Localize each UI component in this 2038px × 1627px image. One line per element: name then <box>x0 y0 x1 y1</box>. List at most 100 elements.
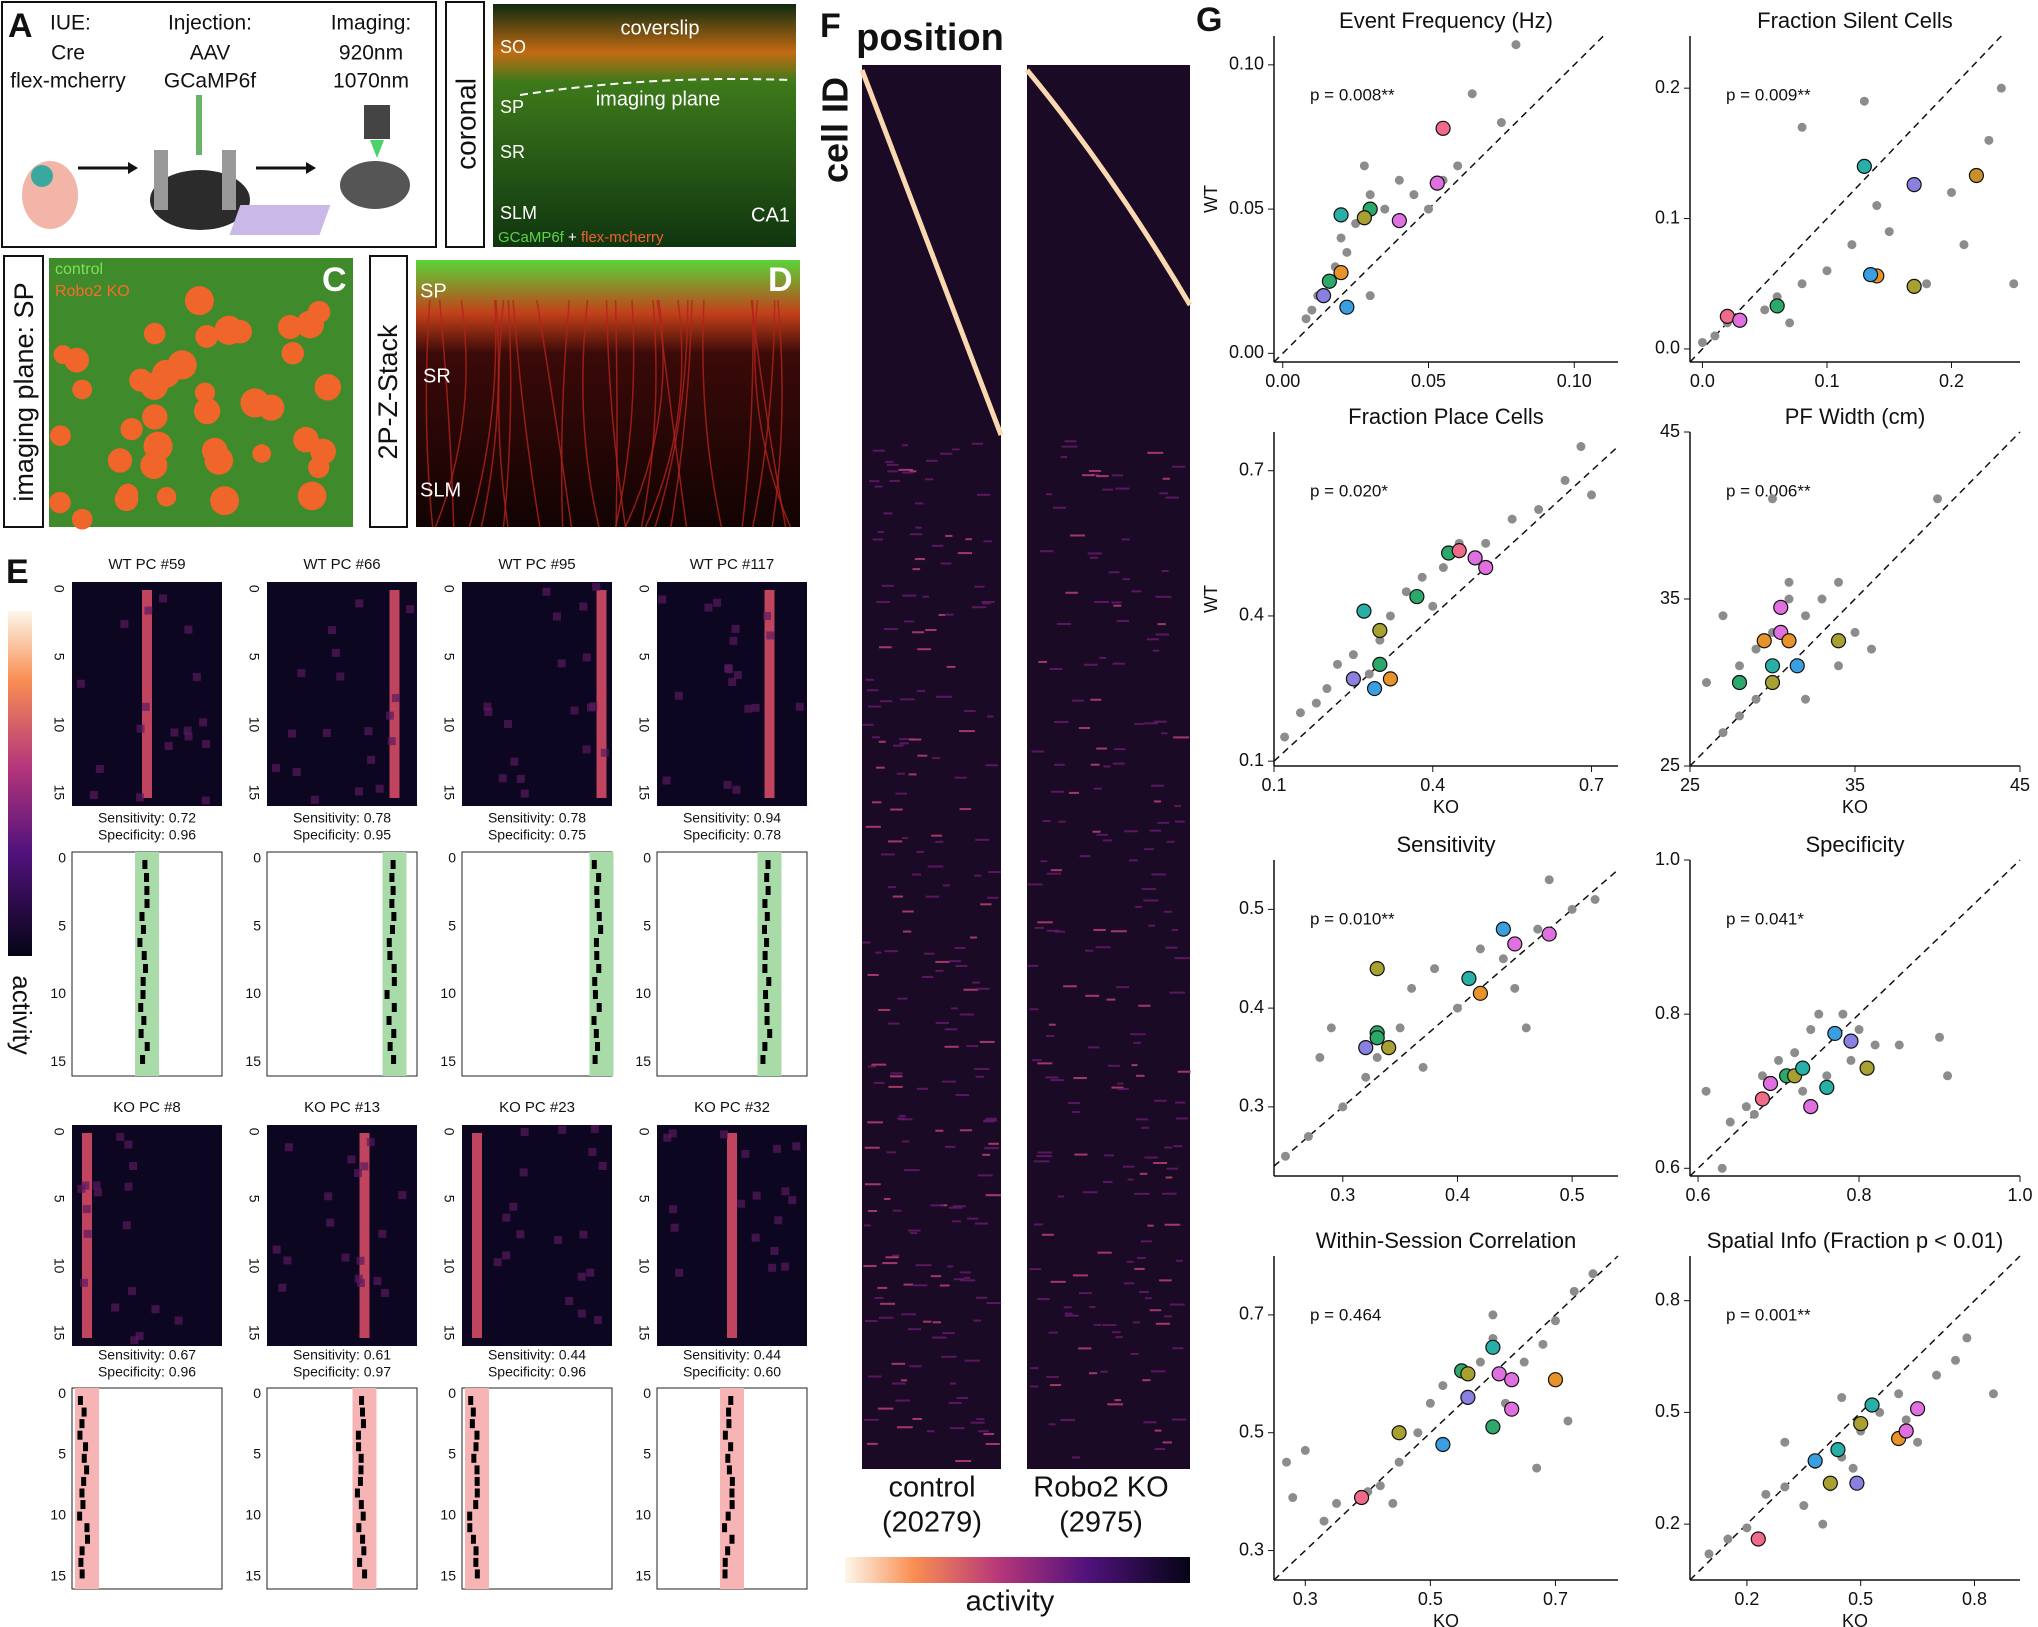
texture <box>1063 1306 1072 1309</box>
heatmap-texture <box>284 1143 293 1152</box>
texture <box>878 1008 891 1011</box>
spike <box>473 1442 479 1452</box>
texture <box>908 1229 921 1232</box>
heatmap-texture <box>271 764 280 773</box>
heatmap-texture <box>199 718 208 727</box>
cell-body <box>281 341 305 365</box>
highlighted-point <box>1732 312 1748 328</box>
point <box>1935 1032 1945 1042</box>
texture <box>1141 888 1156 891</box>
heatmap-texture <box>82 1205 91 1214</box>
point <box>1814 1009 1824 1019</box>
stain-legend: GCaMP6f + flex-mcherry <box>498 229 664 246</box>
y-tick-label: 0.7 <box>1239 459 1264 479</box>
texture <box>944 1145 956 1148</box>
point <box>1870 1040 1880 1050</box>
point <box>1322 684 1332 694</box>
highlighted-point <box>1372 656 1388 672</box>
spike <box>144 886 150 895</box>
raster-frame <box>266 1387 418 1590</box>
point <box>1806 1025 1816 1035</box>
texture <box>971 442 984 445</box>
texture <box>884 950 898 953</box>
identity-line <box>1273 445 1619 762</box>
texture <box>1041 1233 1054 1236</box>
highlighted-point <box>1435 1436 1451 1453</box>
heatmap-texture <box>724 665 733 674</box>
texture <box>1112 1331 1121 1334</box>
heatmap-texture <box>668 1129 677 1138</box>
sensitivity: Sensitivity: 0.72 <box>98 810 196 826</box>
chart-title: Specificity <box>1805 832 1904 857</box>
spike <box>356 1442 362 1452</box>
highlighted-point <box>1467 550 1483 566</box>
group-label: Robo2 KO <box>1033 1472 1168 1504</box>
texture <box>908 1328 922 1331</box>
point <box>1749 1109 1759 1119</box>
cell-body <box>184 286 214 316</box>
heatmap-texture <box>366 1138 375 1147</box>
texture <box>966 1217 979 1220</box>
texture <box>1089 556 1099 559</box>
p-value: p = 0.001** <box>1726 1305 1811 1324</box>
highlighted-point <box>1827 1025 1843 1042</box>
trial-tick-label: 10 <box>441 1258 457 1274</box>
texture <box>912 631 925 634</box>
texture <box>959 1129 973 1132</box>
spike <box>84 1465 90 1475</box>
specificity: Specificity: 0.75 <box>488 827 586 843</box>
point <box>1959 240 1969 250</box>
point <box>1848 1463 1858 1473</box>
place-field <box>142 590 152 798</box>
point <box>1519 1357 1529 1367</box>
texture <box>876 601 890 604</box>
texture <box>865 825 881 828</box>
texture <box>1172 1347 1184 1350</box>
side-label-frame <box>3 255 44 528</box>
spike <box>766 977 772 986</box>
texture <box>1071 1456 1081 1459</box>
texture <box>959 1013 974 1016</box>
spike <box>79 1569 85 1579</box>
x-axis-label: KO <box>1433 1611 1459 1627</box>
spike <box>762 964 768 973</box>
texture <box>1149 829 1162 832</box>
trial-tick-label: 15 <box>50 1053 66 1069</box>
point <box>1300 1445 1310 1455</box>
point <box>1418 1062 1428 1072</box>
heatmap-texture <box>89 790 98 799</box>
x-axis-label: KO <box>1433 797 1459 817</box>
texture <box>1130 1033 1146 1036</box>
highlighted-point <box>1409 588 1425 605</box>
highlighted-point <box>1461 970 1477 987</box>
texture <box>1102 1324 1117 1327</box>
texture <box>963 1276 971 1279</box>
point <box>1760 305 1770 315</box>
texture <box>1134 723 1144 726</box>
texture <box>1048 1331 1058 1334</box>
texture <box>1177 1070 1191 1073</box>
highlighted-point <box>1382 671 1399 687</box>
texture <box>1173 1145 1183 1148</box>
texture <box>1153 1162 1168 1165</box>
y-tick-label: 0.8 <box>1655 1003 1680 1023</box>
dendrite <box>702 299 723 528</box>
texture <box>909 470 917 473</box>
imaging-item: 1070nm <box>333 70 409 93</box>
trial-tick-label: 5 <box>58 917 66 933</box>
highlighted-point <box>1429 175 1445 191</box>
texture <box>1040 550 1054 553</box>
point <box>1567 904 1577 914</box>
texture <box>878 1316 894 1319</box>
texture <box>923 952 935 955</box>
legend-entry: control <box>55 261 103 278</box>
texture <box>986 1302 1002 1305</box>
point <box>1751 644 1761 654</box>
spike <box>387 1042 393 1051</box>
point <box>1452 1003 1462 1013</box>
heatmap-texture <box>520 1128 529 1137</box>
texture <box>949 1427 965 1430</box>
texture <box>1165 496 1180 499</box>
trial-tick-label: 5 <box>643 917 651 933</box>
